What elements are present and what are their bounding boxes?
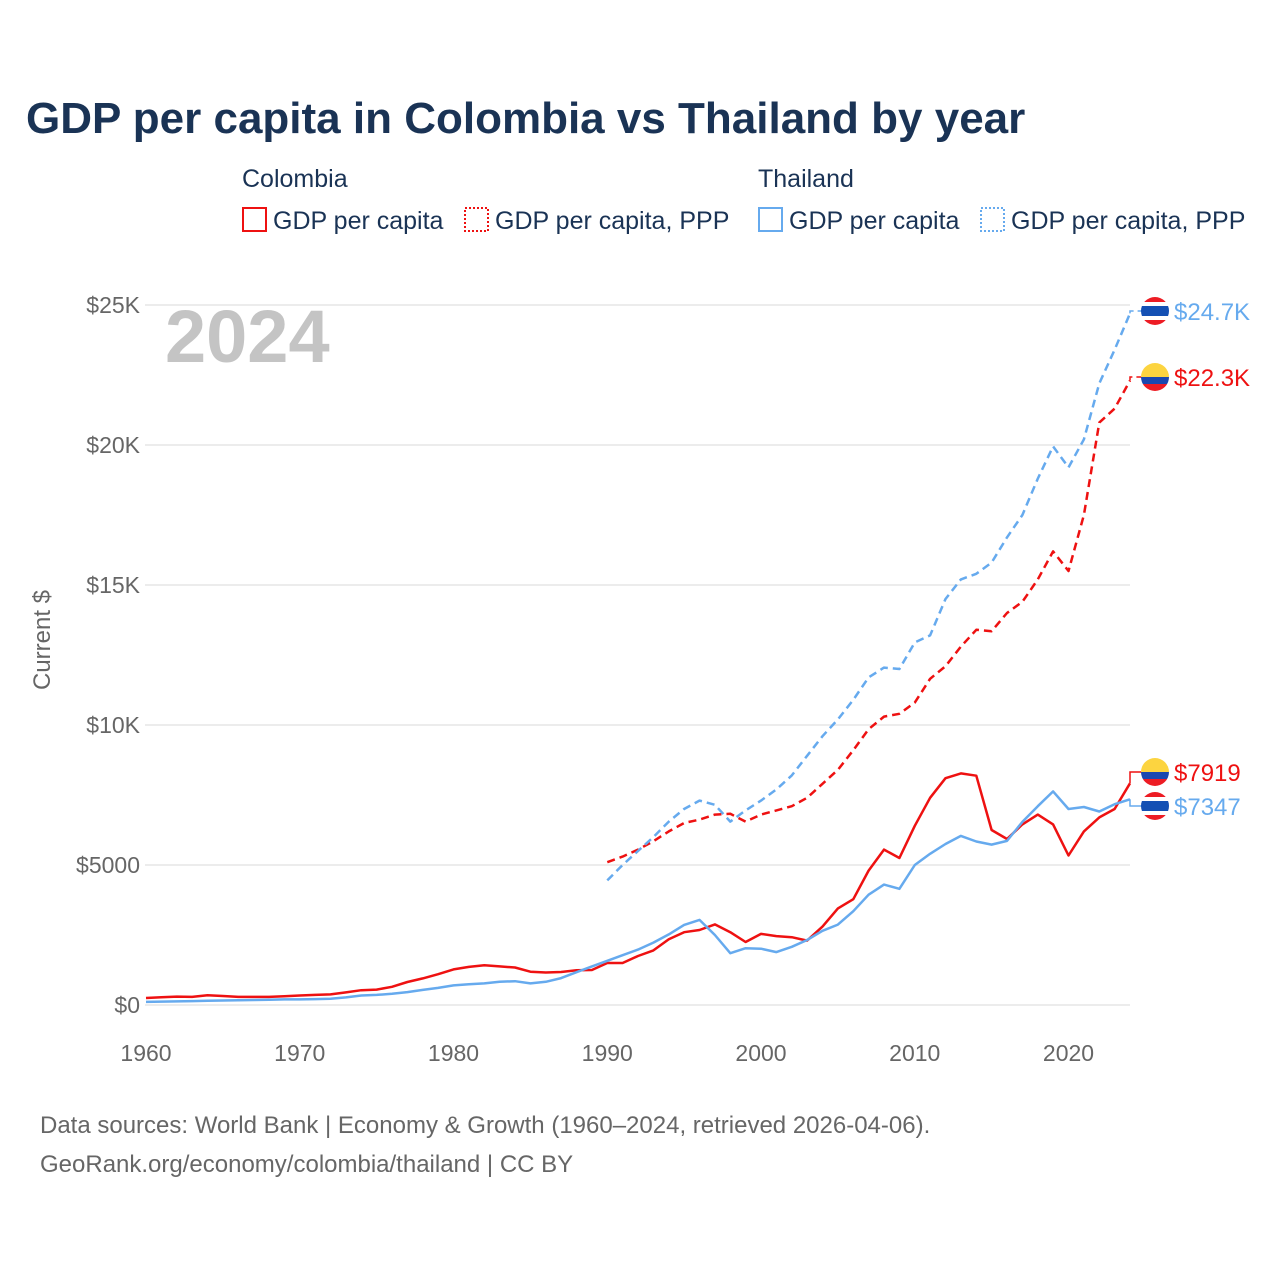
flag-stripe [1141, 302, 1169, 306]
flag-stripe [1141, 316, 1169, 320]
y-axis: $0 $5000 $10K $15K $20K $25K [76, 292, 141, 1018]
gridlines [145, 304, 1130, 1006]
end-connector [1129, 771, 1142, 784]
colombia-flag-icon [1141, 363, 1169, 391]
colombia-flag-icon [1141, 758, 1169, 786]
legend-swatch [980, 207, 1005, 232]
series-line-colombia-gdp-per-capita-ppp [606, 379, 1132, 864]
flag-stripe [1141, 377, 1169, 384]
x-tick-label: 1990 [582, 1040, 633, 1066]
x-tick-label: 2010 [889, 1040, 940, 1066]
end-labels: $7919 $22.3K $7347 $24.7K [1129, 297, 1250, 821]
end-value-label: $24.7K [1174, 299, 1250, 326]
flag-stripe [1141, 297, 1169, 302]
legend-group-colombia: Colombia [242, 165, 348, 193]
legend-label: GDP per capita [789, 207, 960, 235]
legend-label: GDP per capita, PPP [1011, 207, 1245, 235]
flag-stripe [1141, 811, 1169, 815]
end-connector [1129, 376, 1142, 381]
flag-stripe [1141, 772, 1169, 779]
flag-stripes [1141, 792, 1169, 820]
flag-stripe [1141, 792, 1169, 797]
x-axis: 1960 1970 1980 1990 2000 2010 2020 [120, 1040, 1094, 1066]
flag-stripes [1141, 363, 1169, 391]
flag-stripes [1141, 758, 1169, 786]
end-value-label: $22.3K [1174, 365, 1250, 392]
series-line-colombia-gdp-per-capita [145, 772, 1132, 1000]
y-tick-label: $25K [86, 292, 140, 318]
end-value-label: $7919 [1174, 760, 1241, 787]
footer-link[interactable]: GeoRank.org/economy/colombia/thailand | … [40, 1151, 573, 1178]
series-line-thailand-gdp-per-capita [145, 790, 1131, 1004]
legend-item-colombia-ppp[interactable]: GDP per capita, PPP [464, 207, 729, 235]
legend-label: GDP per capita, PPP [495, 207, 729, 235]
year-watermark: 2024 [165, 295, 330, 378]
legend-item-colombia-gdp[interactable]: GDP per capita [242, 207, 444, 235]
legend-item-thailand-gdp[interactable]: GDP per capita [758, 207, 960, 235]
thailand-flag-icon [1141, 297, 1169, 325]
legend-swatch [758, 207, 783, 232]
x-tick-label: 1980 [428, 1040, 479, 1066]
y-tick-label: $20K [86, 432, 140, 458]
end-value-label: $7347 [1174, 794, 1241, 821]
end-connector [1129, 799, 1142, 807]
flag-stripe [1141, 801, 1169, 811]
x-tick-label: 1970 [274, 1040, 325, 1066]
x-tick-label: 2000 [735, 1040, 786, 1066]
flag-stripe [1141, 306, 1169, 316]
flag-stripes [1141, 297, 1169, 325]
series-lines [145, 312, 1132, 1004]
legend-swatch [242, 207, 267, 232]
x-tick-label: 1960 [120, 1040, 171, 1066]
y-tick-label: $0 [114, 992, 140, 1018]
legend-group-thailand: Thailand [758, 165, 854, 193]
end-connector [1129, 310, 1142, 314]
flag-stripe [1141, 363, 1169, 377]
y-axis-label: Current $ [29, 590, 56, 690]
flag-stripe [1141, 758, 1169, 772]
legend-swatch [464, 207, 489, 232]
series-line-thailand-gdp-per-capita-ppp [606, 312, 1132, 882]
flag-stripe [1141, 815, 1169, 820]
y-tick-label: $10K [86, 712, 140, 738]
flag-stripe [1141, 320, 1169, 325]
flag-stripe [1141, 797, 1169, 801]
legend-label: GDP per capita [273, 207, 444, 235]
legend-item-thailand-ppp[interactable]: GDP per capita, PPP [980, 207, 1245, 235]
flag-stripe [1141, 384, 1169, 391]
y-tick-label: $15K [86, 572, 140, 598]
x-tick-label: 2020 [1043, 1040, 1094, 1066]
thailand-flag-icon [1141, 792, 1169, 820]
chart-title: GDP per capita in Colombia vs Thailand b… [26, 94, 1025, 143]
y-tick-label: $5000 [76, 852, 140, 878]
legend: Colombia Thailand GDP per capita GDP per… [242, 165, 1245, 235]
footer-sources: Data sources: World Bank | Economy & Gro… [40, 1112, 930, 1139]
flag-stripe [1141, 779, 1169, 786]
